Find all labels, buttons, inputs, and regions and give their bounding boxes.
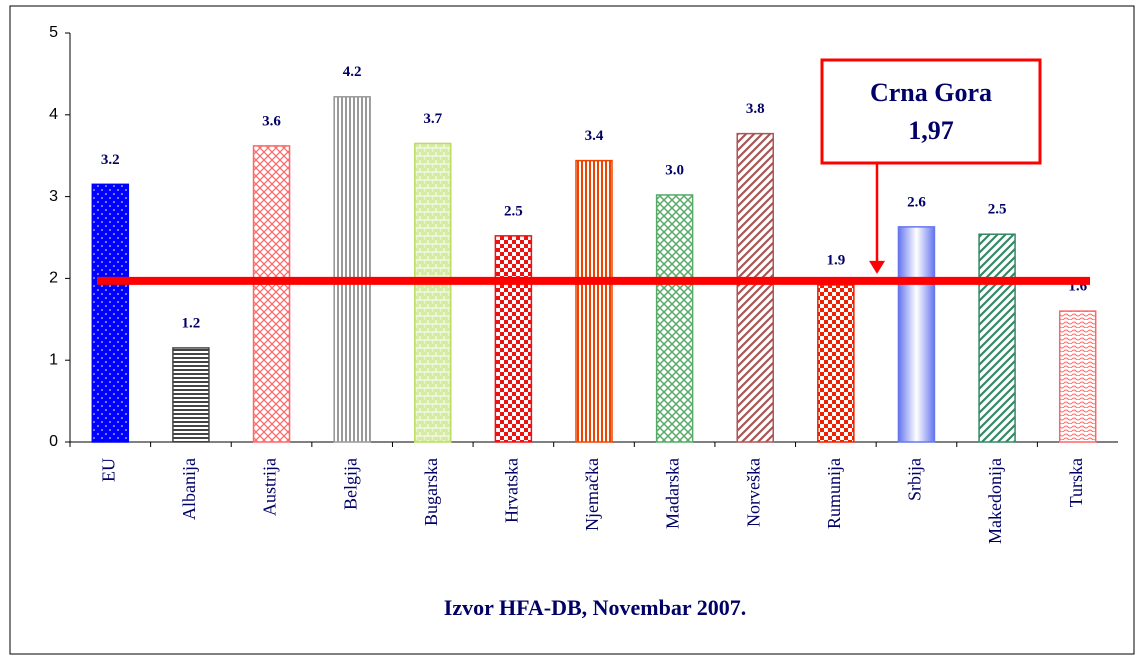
x-tick-label: Hrvatska <box>502 458 522 523</box>
data-label: 1.9 <box>826 252 845 268</box>
data-label: 2.5 <box>504 203 523 219</box>
y-tick-label: 2 <box>49 270 58 287</box>
x-tick-label: Madarska <box>663 458 683 529</box>
bar <box>1058 310 1097 443</box>
data-label: 3.8 <box>746 101 765 117</box>
annotation-title: Crna Gora <box>870 78 992 107</box>
bar <box>333 96 371 443</box>
y-tick-label: 1 <box>49 351 58 368</box>
x-tick-label: Bugarska <box>421 458 441 526</box>
data-label: 1.2 <box>182 315 201 331</box>
bar <box>897 226 936 443</box>
y-tick-label: 5 <box>49 24 58 41</box>
data-label: 3.6 <box>262 113 281 129</box>
x-tick-label: Albanija <box>179 458 199 520</box>
x-axis-label: Izvor HFA-DB, Novembar 2007. <box>444 595 746 620</box>
data-label: 2.6 <box>907 194 926 210</box>
data-label: 4.2 <box>343 64 362 80</box>
annotation-arrowhead <box>869 260 885 274</box>
bar <box>736 132 774 443</box>
y-tick-label: 0 <box>49 433 58 450</box>
bar <box>575 159 613 443</box>
x-tick-label: Turska <box>1066 458 1086 507</box>
y-tick-label: 4 <box>49 106 58 123</box>
data-label: 3.2 <box>101 152 120 168</box>
bar <box>414 142 452 443</box>
bar <box>252 145 291 443</box>
bar <box>91 183 130 443</box>
data-label: 3.7 <box>423 111 442 127</box>
x-tick-label: Njemačka <box>582 458 602 531</box>
data-label: 3.0 <box>665 162 684 178</box>
x-tick-label: Austrija <box>260 458 280 516</box>
x-tick-label: Makedonija <box>985 458 1005 544</box>
annotation-value: 1,97 <box>908 116 954 145</box>
data-label: 2.5 <box>988 202 1007 218</box>
bar <box>494 235 533 443</box>
x-tick-label: Rumunija <box>824 458 844 529</box>
y-tick-label: 3 <box>49 188 58 205</box>
annotation-box <box>820 58 1042 165</box>
bar <box>172 347 210 443</box>
bar <box>978 233 1016 443</box>
data-label: 3.4 <box>585 128 604 144</box>
x-tick-label: Belgija <box>340 458 360 510</box>
bar <box>817 284 855 443</box>
x-tick-label: Norveška <box>743 458 763 527</box>
x-tick-label: Srbija <box>905 458 925 501</box>
bar <box>655 194 694 443</box>
x-tick-label: EU <box>98 458 118 482</box>
